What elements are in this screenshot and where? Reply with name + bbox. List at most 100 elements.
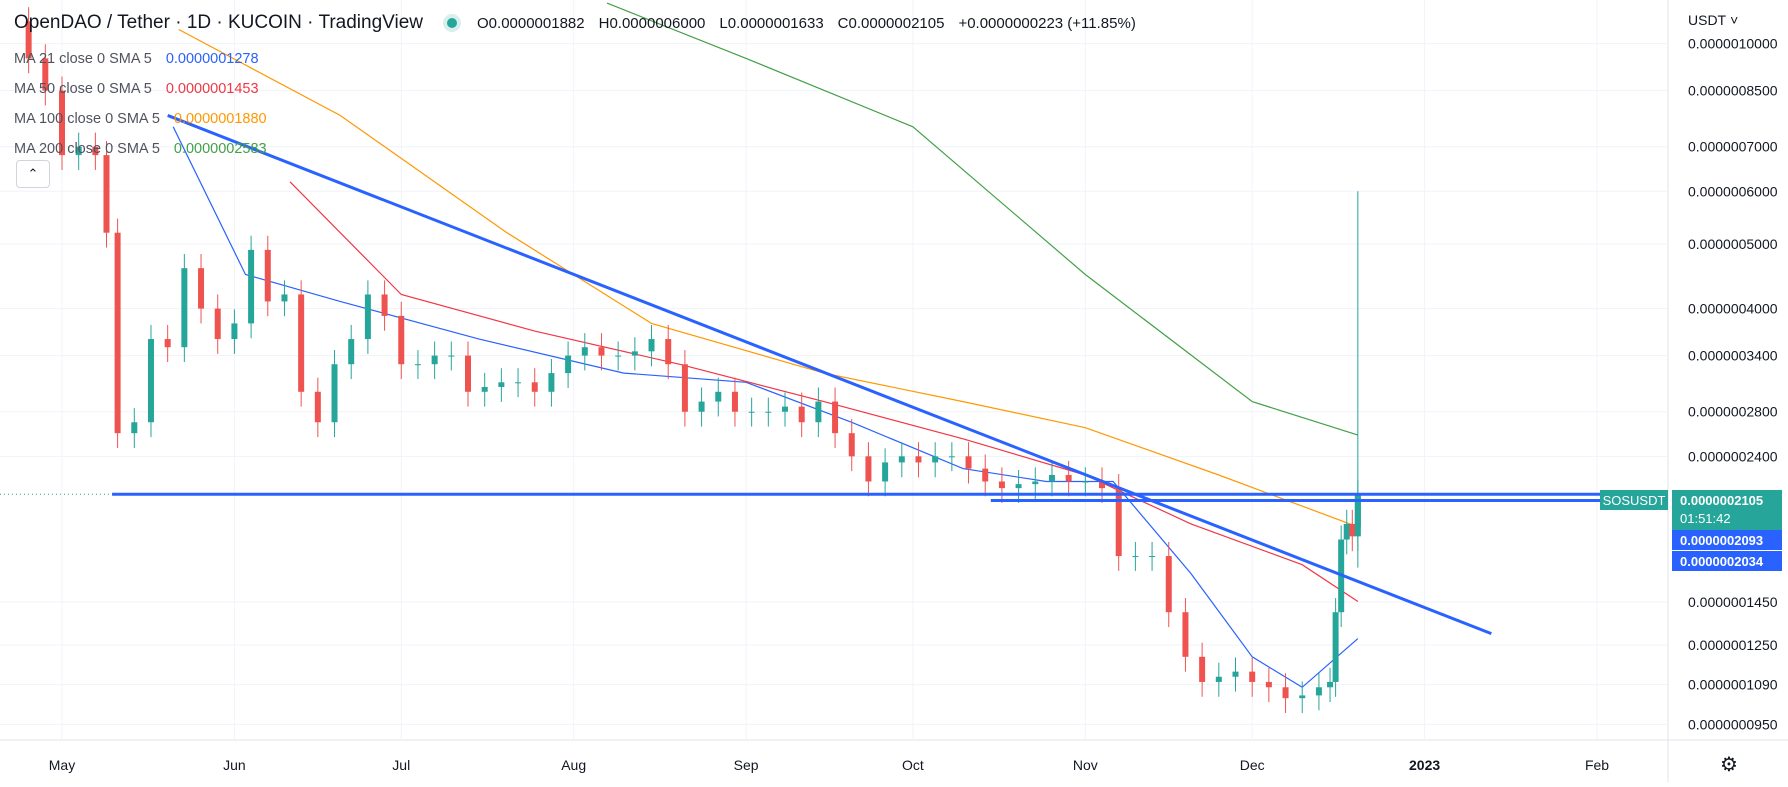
ohlc-high: H0.0000006000 (598, 14, 706, 32)
candle-body (1182, 612, 1189, 657)
price-tick-label: 0.0000004000 (1688, 301, 1778, 317)
chart-header: OpenDAO / Tether · 1D · KUCOIN · Trading… (14, 12, 1136, 34)
ma-line-ma100 (178, 28, 1359, 528)
chevron-up-icon: ⌃ (27, 166, 39, 181)
ohlc-change: +0.0000000223 (+11.85%) (958, 14, 1136, 32)
candle-body (131, 422, 138, 434)
candle-body (364, 294, 371, 340)
ohlc-low: L0.0000001633 (719, 14, 824, 32)
candle-body (331, 364, 338, 423)
candle-body (25, 21, 32, 59)
candle-body (1343, 523, 1350, 540)
candle-body (565, 355, 572, 374)
candle-body (348, 339, 355, 365)
candle-body (1132, 556, 1139, 558)
time-tick-label: Aug (561, 757, 586, 773)
price-tick-label: 0.0000002400 (1688, 448, 1778, 464)
price-tick-label: 0.0000002800 (1688, 404, 1778, 420)
candle-body (1332, 612, 1339, 682)
price-tick-label: 0.0000008500 (1688, 83, 1778, 99)
currency-select[interactable]: USDT ˅ (1688, 12, 1738, 28)
price-tick-label: 0.0000005000 (1688, 236, 1778, 252)
candle-body (298, 294, 305, 392)
candle-body (1115, 488, 1122, 557)
candle-body (198, 268, 205, 309)
candle-body (1327, 681, 1334, 688)
indicator-legend: MA 21 close 0 SMA 5 0.0000001278 MA 50 c… (14, 44, 267, 164)
candle-body (231, 323, 238, 340)
candle-body (414, 364, 421, 366)
legend-row-ma50[interactable]: MA 50 close 0 SMA 5 0.0000001453 (14, 74, 267, 104)
time-tick-label: Oct (902, 757, 924, 773)
chart-title: OpenDAO / Tether · 1D · KUCOIN · Trading… (14, 12, 424, 33)
candle-body (1349, 523, 1356, 537)
candle-body (648, 339, 655, 352)
gear-icon[interactable]: ⚙ (1720, 754, 1738, 776)
legend-row-ma21[interactable]: MA 21 close 0 SMA 5 0.0000001278 (14, 44, 267, 74)
time-tick-label: Sep (734, 757, 759, 773)
candle-body (815, 401, 822, 423)
candle-body (464, 355, 471, 392)
chevron-down-icon: ˅ (1730, 12, 1739, 28)
candle-body (548, 373, 555, 392)
candle-body (281, 294, 288, 302)
line1-price-label: 0.0000002093 (1680, 533, 1763, 548)
last-price-label: 0.0000002105 (1680, 493, 1763, 508)
candle-body (431, 355, 438, 365)
candle-body (832, 401, 839, 434)
legend-value: 0.0000001453 (165, 81, 259, 97)
time-axis: May Jun Jul Aug Sep Oct Nov Dec 2023 Feb (49, 757, 1610, 773)
ma-line-ma200 (606, 2, 1359, 436)
candle-body (1249, 671, 1256, 682)
candle-body (1215, 676, 1222, 682)
candle-body (1082, 481, 1089, 483)
candle-body (982, 468, 989, 482)
candle-body (882, 462, 889, 482)
price-tick-label: 0.0000001450 (1688, 594, 1778, 610)
candle-body (1015, 484, 1022, 489)
candle-body (765, 411, 772, 413)
candle-body (715, 391, 722, 402)
candle-body (531, 382, 538, 392)
candle-body (1099, 481, 1106, 489)
candle-body (75, 146, 82, 156)
candle-body (932, 456, 939, 463)
candle-body (1199, 656, 1206, 682)
candle-body (114, 232, 121, 434)
legend-row-ma100[interactable]: MA 100 close 0 SMA 5 0.0000001880 (14, 104, 267, 134)
line1-price-bg (1672, 530, 1782, 550)
price-axis: 0.0000010000 0.0000008500 0.0000007000 0.00… (1688, 36, 1778, 733)
legend-label: MA 100 close 0 SMA 5 (14, 111, 160, 127)
currency-label: USDT (1688, 12, 1727, 28)
time-tick-label: 2023 (1409, 757, 1440, 773)
candle-body (147, 339, 154, 423)
price-tick-label: 0.0000001090 (1688, 677, 1778, 693)
candle-body (314, 391, 321, 423)
candle-body (965, 456, 972, 469)
trendlines (0, 114, 1668, 636)
time-tick-label: Nov (1073, 757, 1098, 773)
candles (25, 7, 1361, 714)
candle-body (748, 411, 755, 413)
time-tick-label: Jul (392, 757, 410, 773)
candle-body (248, 249, 255, 324)
candle-body (1265, 681, 1272, 688)
legend-collapse-button[interactable]: ⌃ (16, 160, 50, 188)
candle-body (898, 456, 905, 463)
price-tick-label: 0.0000001250 (1688, 637, 1778, 653)
candle-body (998, 481, 1005, 489)
live-status-icon (447, 18, 458, 28)
candle-body (681, 364, 688, 412)
candle-body (42, 58, 49, 91)
legend-label: MA 200 close 0 SMA 5 (14, 141, 160, 157)
symbol-label-bg (1600, 490, 1668, 510)
legend-row-ma200[interactable]: MA 200 close 0 SMA 5 0.0000002583 (14, 134, 267, 164)
candle-body (264, 249, 271, 302)
time-tick-label: May (49, 757, 75, 773)
candle-body (731, 391, 738, 412)
candle-body (181, 268, 188, 348)
candle-body (1065, 474, 1072, 482)
